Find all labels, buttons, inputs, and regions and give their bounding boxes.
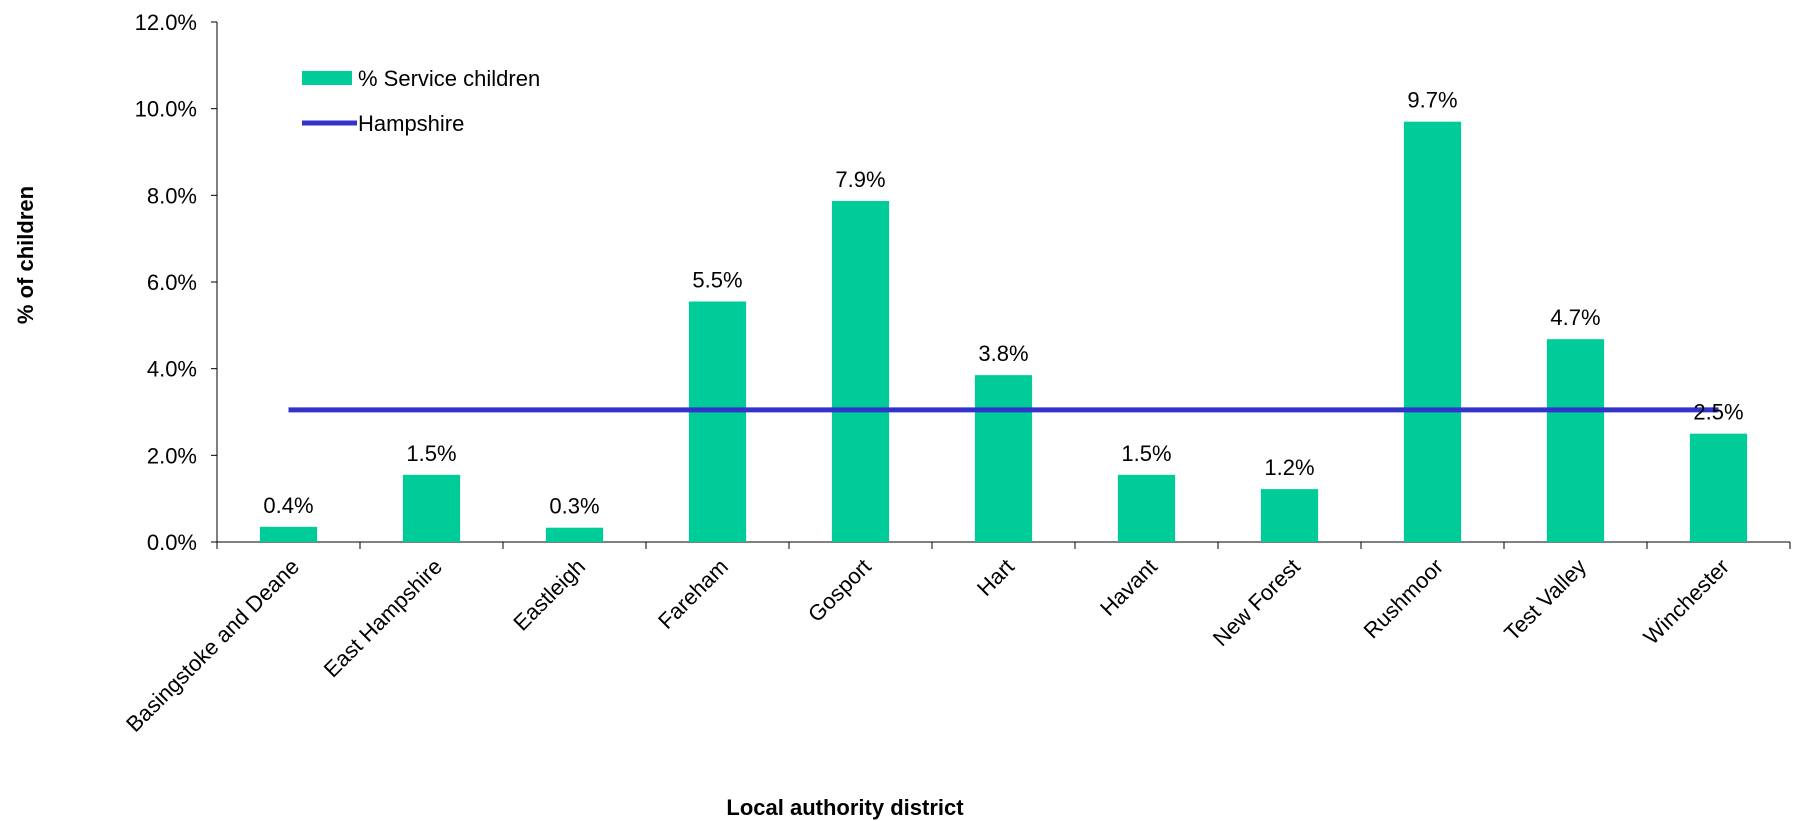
bar-data-label: 1.2%: [1264, 455, 1314, 480]
bar: [402, 474, 461, 542]
bar: [1546, 339, 1605, 542]
y-tick-label: 8.0%: [147, 183, 197, 208]
bar-data-label: 4.7%: [1550, 305, 1600, 330]
legend: % Service children Hampshire: [302, 66, 540, 136]
bar: [688, 301, 747, 542]
bar: [831, 200, 890, 542]
legend-bar-label: % Service children: [358, 66, 540, 91]
bar: [1689, 433, 1748, 542]
y-tick-label: 0.0%: [147, 530, 197, 555]
bar: [1260, 489, 1319, 542]
x-category-label: Eastleigh: [508, 554, 590, 636]
y-tick-label: 6.0%: [147, 270, 197, 295]
x-category-label: New Forest: [1208, 554, 1305, 651]
y-tick-label: 2.0%: [147, 443, 197, 468]
x-axis: Basingstoke and Deane East Hampshire Eastl…: [121, 541, 1791, 737]
bar-data-label: 3.8%: [978, 341, 1028, 366]
bar: [259, 526, 318, 542]
bar-data-label: 9.7%: [1407, 88, 1457, 113]
bar-data-label: 1.5%: [1121, 441, 1171, 466]
y-tick-label: 4.0%: [147, 357, 197, 382]
x-axis-title: Local authority district: [726, 795, 964, 820]
x-category-label: Havant: [1095, 554, 1162, 621]
bar: [1117, 474, 1176, 542]
bar-data-label: 0.4%: [263, 493, 313, 518]
bar-data-label: 1.5%: [406, 441, 456, 466]
x-category-label: Winchester: [1639, 554, 1734, 649]
bar: [974, 375, 1033, 542]
x-category-label: Test Valley: [1499, 554, 1591, 646]
x-category-label: East Hampshire: [319, 554, 447, 682]
y-axis-title: % of children: [13, 186, 38, 324]
legend-bar-swatch: [302, 71, 352, 85]
x-category-label: Rushmoor: [1359, 554, 1448, 643]
bar: [545, 527, 604, 542]
x-category-label: Hart: [972, 554, 1019, 601]
bar-data-label: 0.3%: [549, 494, 599, 519]
x-category-label: Fareham: [653, 554, 733, 634]
legend-line-label: Hampshire: [358, 111, 464, 136]
data-labels: 0.4% 1.5% 0.3% 5.5% 7.9% 3.8% 1.5% 1.2% 9.7% 4.7%…: [263, 88, 1743, 519]
bar-data-label: 2.5%: [1693, 400, 1743, 425]
bars: [259, 121, 1748, 543]
x-category-label: Gosport: [803, 554, 876, 627]
x-category-label: Basingstoke and Deane: [121, 554, 304, 737]
y-tick-label: 10.0%: [135, 97, 197, 122]
bar-data-label: 5.5%: [692, 268, 742, 293]
bar: [1403, 121, 1462, 543]
bar-data-label: 7.9%: [835, 167, 885, 192]
y-axis: 0.0% 2.0% 4.0% 6.0% 8.0% 10.0% 12.0%: [135, 10, 218, 555]
y-tick-label: 12.0%: [135, 10, 197, 35]
